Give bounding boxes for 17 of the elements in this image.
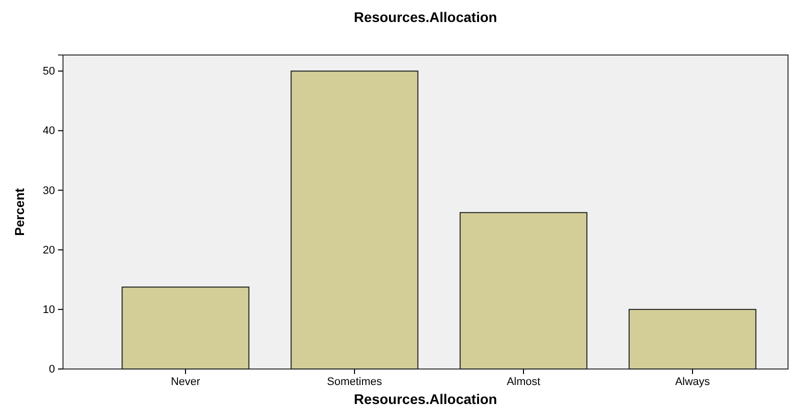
bar — [122, 286, 250, 370]
x-tick-label: Never — [170, 376, 201, 388]
bar — [290, 70, 418, 370]
bar — [628, 308, 756, 370]
y-tick-label: 0 — [48, 364, 55, 376]
x-axis-title: Resources.Allocation — [354, 391, 498, 407]
y-tick-label: 10 — [42, 304, 55, 316]
x-tick-label: Always — [675, 376, 710, 388]
y-tick-label: 20 — [42, 244, 55, 256]
chart-title: Resources.Allocation — [354, 9, 498, 25]
y-tick-label: 30 — [42, 184, 55, 197]
y-axis-title: Percent — [12, 187, 27, 236]
bar — [460, 212, 588, 370]
y-tick-label: 50 — [42, 66, 55, 78]
x-tick-label: Sometimes — [326, 376, 382, 388]
y-tick-label: 40 — [42, 125, 55, 138]
x-tick-label: Almost — [506, 376, 540, 388]
